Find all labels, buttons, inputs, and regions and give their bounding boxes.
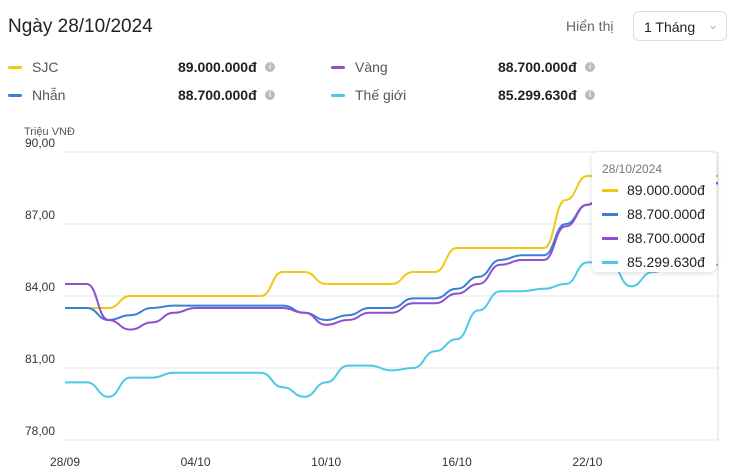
tooltip-row-the-gioi: 85.299.630đ [602,254,705,270]
legend-the-gioi[interactable]: Thế giới [331,87,406,103]
tooltip-row-sjc: 89.000.000đ [602,182,705,198]
y-tick-label: 84,00 [25,280,55,294]
legend-value-nhan: 88.700.000đ [178,87,257,103]
page-title: Ngày 28/10/2024 [8,16,153,37]
tooltip-value: 85.299.630đ [627,254,705,270]
tooltip: 28/10/2024 89.000.000đ 88.700.000đ 88.70… [592,152,716,272]
legend-value-the-gioi: 85.299.630đ [498,87,577,103]
legend-value-sjc: 89.000.000đ [178,59,257,75]
x-tick-label: 28/09 [50,455,80,469]
x-tick-label: 16/10 [442,455,472,469]
display-label: Hiển thị [566,18,614,34]
legend-value-vang: 88.700.000đ [498,59,577,75]
tooltip-row-vang: 88.700.000đ [602,230,705,246]
tooltip-value: 88.700.000đ [627,230,705,246]
info-icon[interactable]: i [265,90,275,100]
legend-label: Vàng [355,59,388,75]
y-tick-label: 78,00 [25,424,55,438]
tooltip-value: 88.700.000đ [627,206,705,222]
legend-label: Nhẫn [32,87,66,103]
x-tick-label: 04/10 [181,455,211,469]
series-line-3 [65,261,718,398]
info-icon[interactable]: i [585,90,595,100]
y-axis-label: Triệu VNĐ [24,126,75,138]
x-tick-label: 10/10 [311,455,341,469]
tooltip-swatch [602,212,618,216]
legend-swatch [8,65,22,69]
legend-nhan[interactable]: Nhẫn [8,87,65,103]
tooltip-swatch [602,236,618,240]
y-tick-label: 90,00 [25,136,55,150]
period-select[interactable]: 1 Tháng ⌄ [633,11,727,41]
chevron-down-icon: ⌄ [707,18,718,32]
period-value: 1 Tháng [644,19,696,35]
tooltip-swatch [602,260,618,264]
info-icon[interactable]: i [585,62,595,72]
tooltip-row-nhan: 88.700.000đ [602,206,705,222]
y-tick-label: 81,00 [25,352,55,366]
tooltip-swatch [602,188,618,192]
legend-label: Thế giới [355,87,407,103]
tooltip-value: 89.000.000đ [627,182,705,198]
info-icon[interactable]: i [265,62,275,72]
tooltip-date: 28/10/2024 [602,162,663,176]
y-tick-label: 87,00 [25,208,55,222]
x-tick-label: 22/10 [572,455,602,469]
legend-swatch [331,65,345,69]
legend-label: SJC [32,59,59,75]
legend-vang[interactable]: Vàng [331,59,388,75]
legend-swatch [331,93,345,97]
legend-sjc[interactable]: SJC [8,59,58,75]
legend-swatch [8,93,22,97]
